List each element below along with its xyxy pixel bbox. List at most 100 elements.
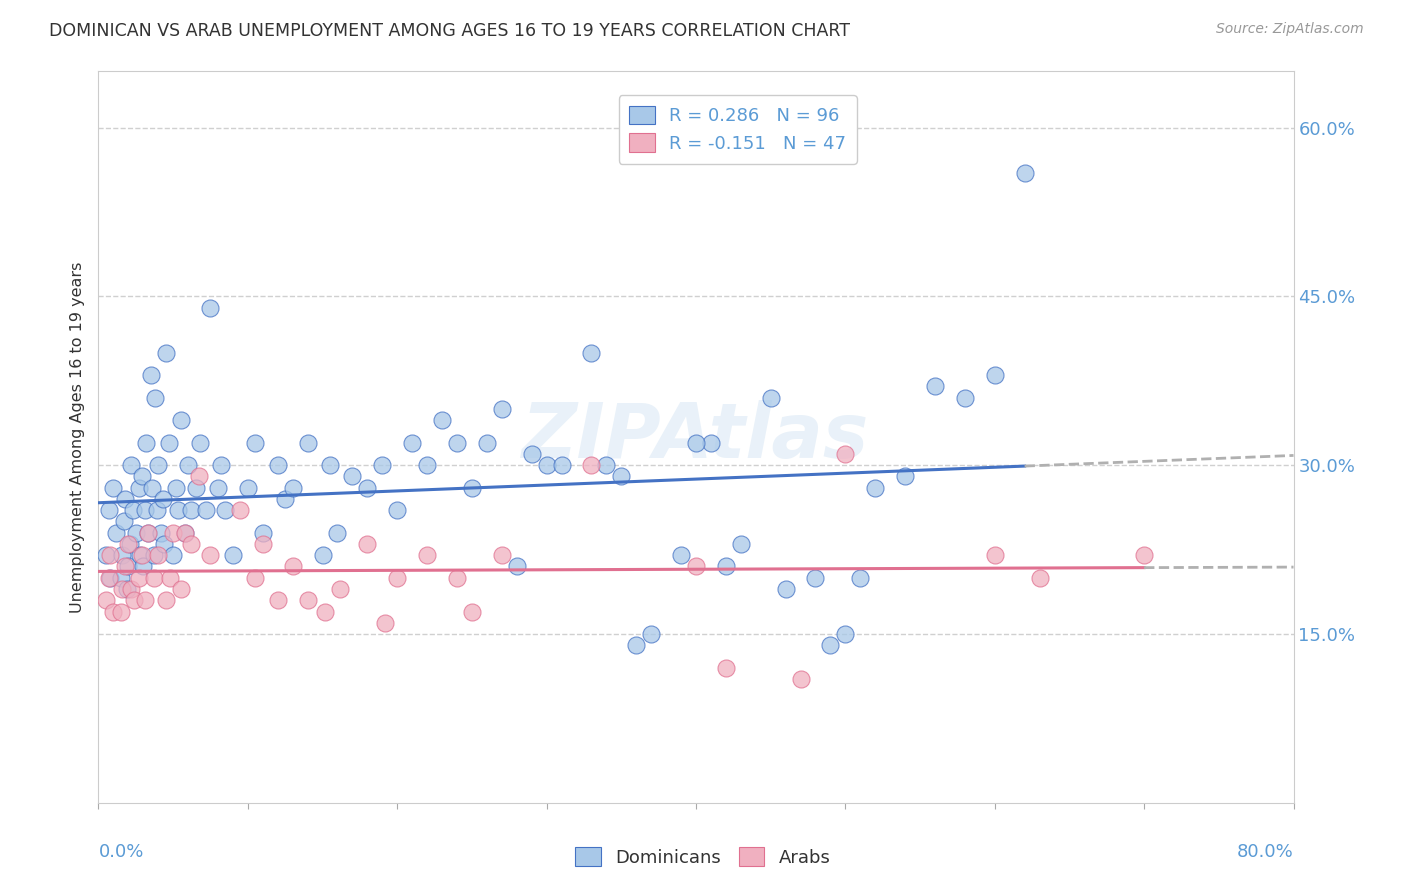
Point — [252, 537, 274, 551]
Point — [98, 548, 122, 562]
Point — [132, 559, 155, 574]
Text: DOMINICAN VS ARAB UNEMPLOYMENT AMONG AGES 16 TO 19 YEARS CORRELATION CHART: DOMINICAN VS ARAB UNEMPLOYMENT AMONG AGE… — [49, 22, 851, 40]
Point — [131, 469, 153, 483]
Point — [640, 627, 662, 641]
Point — [114, 491, 136, 506]
Point — [115, 582, 138, 596]
Point — [371, 458, 394, 473]
Point — [1133, 548, 1156, 562]
Point — [446, 571, 468, 585]
Point — [112, 515, 135, 529]
Point — [155, 345, 177, 359]
Point — [245, 435, 267, 450]
Point — [984, 548, 1007, 562]
Point — [834, 447, 856, 461]
Point — [222, 548, 245, 562]
Point — [491, 401, 513, 416]
Point — [342, 469, 364, 483]
Point — [103, 481, 125, 495]
Point — [789, 672, 811, 686]
Point — [416, 458, 439, 473]
Point — [94, 593, 117, 607]
Point — [281, 481, 304, 495]
Point — [820, 638, 842, 652]
Point — [953, 391, 976, 405]
Point — [416, 548, 439, 562]
Point — [319, 458, 342, 473]
Point — [610, 469, 633, 483]
Point — [536, 458, 558, 473]
Point — [200, 301, 222, 315]
Point — [297, 435, 319, 450]
Legend: Dominicans, Arabs: Dominicans, Arabs — [568, 840, 838, 874]
Legend: R = 0.286   N = 96, R = -0.151   N = 47: R = 0.286 N = 96, R = -0.151 N = 47 — [619, 95, 858, 163]
Point — [111, 548, 134, 562]
Point — [187, 469, 209, 483]
Point — [984, 368, 1007, 383]
Text: Source: ZipAtlas.com: Source: ZipAtlas.com — [1216, 22, 1364, 37]
Point — [461, 605, 484, 619]
Point — [120, 582, 142, 596]
Point — [180, 503, 202, 517]
Point — [595, 458, 617, 473]
Point — [136, 525, 159, 540]
Point — [103, 605, 125, 619]
Point — [581, 345, 603, 359]
Point — [401, 435, 423, 450]
Point — [311, 548, 333, 562]
Point — [118, 537, 141, 551]
Point — [94, 548, 117, 562]
Point — [105, 525, 128, 540]
Point — [236, 481, 259, 495]
Point — [207, 481, 229, 495]
Point — [134, 593, 156, 607]
Point — [143, 391, 166, 405]
Point — [169, 582, 191, 596]
Point — [214, 503, 236, 517]
Point — [110, 605, 132, 619]
Point — [97, 503, 120, 517]
Point — [128, 571, 150, 585]
Point — [550, 458, 572, 473]
Point — [506, 559, 529, 574]
Point — [136, 525, 159, 540]
Point — [356, 481, 378, 495]
Point — [491, 548, 513, 562]
Point — [385, 571, 409, 585]
Point — [356, 537, 378, 551]
Point — [924, 379, 946, 393]
Point — [139, 368, 162, 383]
Point — [142, 571, 165, 585]
Point — [520, 447, 543, 461]
Point — [141, 481, 163, 495]
Point — [110, 571, 132, 585]
Point — [145, 503, 167, 517]
Point — [162, 525, 184, 540]
Point — [1028, 571, 1050, 585]
Point — [267, 458, 290, 473]
Point — [685, 559, 707, 574]
Point — [120, 458, 142, 473]
Point — [177, 458, 200, 473]
Point — [834, 627, 856, 641]
Y-axis label: Unemployment Among Ages 16 to 19 years: Unemployment Among Ages 16 to 19 years — [70, 261, 86, 613]
Point — [152, 491, 174, 506]
Point — [209, 458, 232, 473]
Point — [125, 525, 148, 540]
Text: 80.0%: 80.0% — [1237, 843, 1294, 861]
Point — [159, 571, 181, 585]
Point — [804, 571, 827, 585]
Point — [195, 503, 218, 517]
Point — [849, 571, 872, 585]
Point — [169, 413, 191, 427]
Point — [894, 469, 917, 483]
Point — [180, 537, 202, 551]
Point — [229, 503, 252, 517]
Point — [162, 548, 184, 562]
Point — [267, 593, 290, 607]
Text: 0.0%: 0.0% — [98, 843, 143, 861]
Point — [153, 537, 176, 551]
Point — [134, 503, 156, 517]
Point — [700, 435, 723, 450]
Point — [475, 435, 498, 450]
